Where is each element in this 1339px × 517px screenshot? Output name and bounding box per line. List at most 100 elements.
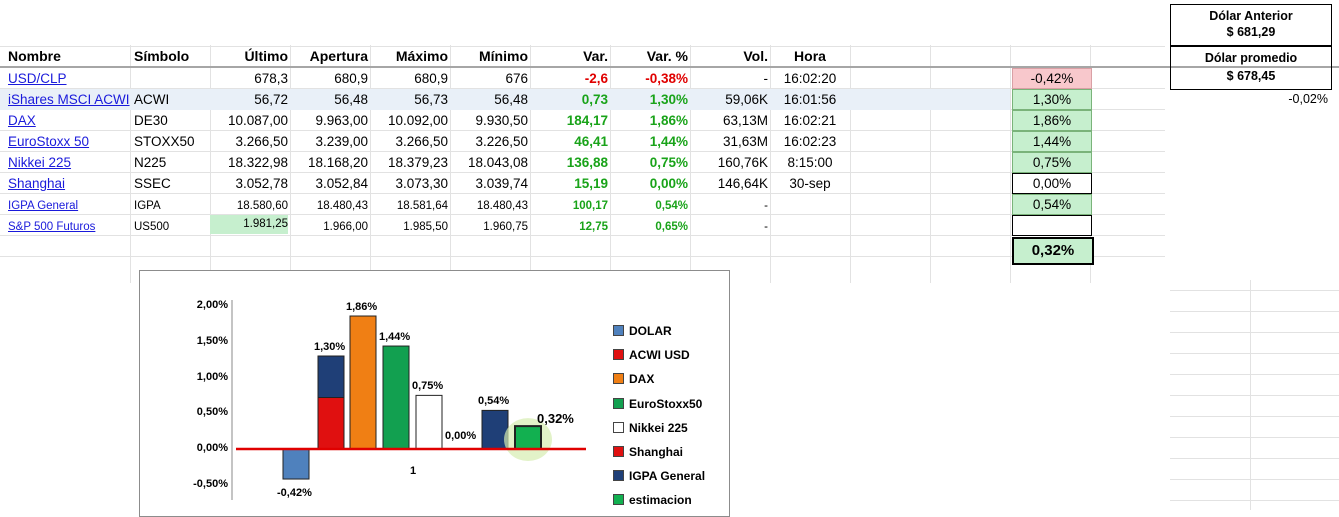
var-cell: 46,41 (574, 134, 608, 149)
minimo-cell: 56,48 (494, 92, 528, 107)
ultimo-cell: 1.981,25 (210, 215, 288, 234)
hora-cell: 16:02:20 (783, 71, 837, 86)
varpct-cell: 0,54% (655, 200, 688, 212)
maximo-cell: 18.581,64 (396, 200, 448, 212)
hora-cell: 8:15:00 (787, 155, 833, 170)
apertura-cell: 9.963,00 (315, 113, 368, 128)
instrument-link[interactable]: EuroStoxx 50 (8, 134, 90, 149)
legend-item: estimacion (613, 493, 692, 507)
grid-line (1170, 500, 1339, 501)
minimo-cell: 3.039,74 (475, 176, 528, 191)
var-cell: 15,19 (574, 176, 608, 191)
apertura-cell: 3.239,00 (315, 134, 368, 149)
grid-line (1170, 395, 1339, 396)
hora-cell: 30-sep (789, 176, 831, 191)
vol-cell: - (764, 200, 768, 212)
y-tick-label: 1,50% (196, 334, 228, 347)
y-tick-label: 2,00% (196, 299, 228, 311)
maximo-cell: 680,9 (414, 71, 448, 86)
estimate-cell[interactable]: 0,75% (1012, 152, 1092, 173)
bar-igpa-general[interactable] (481, 409, 509, 450)
legend-item: Nikkei 225 (613, 421, 688, 435)
estimate-cell[interactable]: 0,54% (1012, 194, 1092, 215)
apertura-cell: 3.052,84 (315, 176, 368, 191)
grid-line (1170, 416, 1339, 417)
legend-label: Nikkei 225 (629, 420, 688, 435)
estimate-cell[interactable]: 1,44% (1012, 131, 1092, 152)
legend-item: ACWI USD (613, 348, 690, 362)
vol-cell: 146,64K (717, 176, 768, 191)
grid-line (450, 45, 451, 283)
table-row: Shanghai SSEC 3.052,78 3.052,84 3.073,30 3.03… (0, 173, 1165, 194)
instrument-link[interactable]: Nikkei 225 (8, 155, 72, 170)
ultimo-cell: 10.087,00 (227, 113, 288, 128)
symbol-cell: IGPA (134, 200, 161, 212)
legend-swatch (613, 470, 624, 482)
minimo-cell: 1.960,75 (483, 221, 528, 233)
estimate-total[interactable]: 0,32% (1012, 237, 1094, 265)
estimate-cell[interactable]: 1,86% (1012, 110, 1092, 131)
grid-line (1170, 311, 1339, 312)
grid-line (690, 45, 691, 283)
legend-swatch (613, 325, 624, 336)
legend-item: Shanghai (613, 445, 683, 459)
vol-cell: 31,63M (722, 134, 768, 149)
legend-swatch (613, 349, 624, 361)
bar-dax[interactable] (349, 315, 377, 450)
estimate-cell[interactable]: -0,42% (1012, 68, 1092, 89)
grid-line (1170, 458, 1339, 459)
instrument-link[interactable]: IGPA General (8, 200, 79, 212)
minimo-cell: 18.043,08 (467, 155, 528, 170)
y-tick-label: 0,50% (196, 406, 228, 419)
grid-line (1250, 280, 1251, 510)
grid-line (530, 45, 531, 283)
instrument-link[interactable]: iShares MSCI ACWI (8, 92, 130, 107)
estimate-cell[interactable]: 1,30% (1012, 89, 1092, 110)
bar-acwi-overlay (317, 355, 345, 399)
dolar-diff: -0,02% (1288, 92, 1328, 106)
legend-label: ACWI USD (629, 348, 690, 363)
legend-label: DOLAR (629, 324, 672, 338)
estimate-cell-empty[interactable] (1012, 215, 1092, 236)
legend-item: EuroStoxx50 (613, 397, 702, 411)
bar-dolar[interactable] (282, 448, 310, 480)
grid-line (1170, 437, 1339, 438)
grid-line (210, 45, 211, 283)
instrument-link[interactable]: S&P 500 Futuros (8, 221, 96, 233)
bar-nikkei-225[interactable] (415, 394, 443, 450)
var-cell: 136,88 (566, 155, 608, 170)
estimate-cell[interactable]: 0,00% (1012, 173, 1092, 194)
maximo-cell: 10.092,00 (387, 113, 448, 128)
legend-swatch (613, 421, 624, 433)
instrument-link[interactable]: Shanghai (8, 176, 66, 191)
var-cell: 100,17 (572, 200, 608, 212)
header-simbolo: Símbolo (134, 48, 190, 64)
hora-cell: 16:02:23 (783, 134, 837, 149)
grid-line (770, 45, 771, 283)
header-hora: Hora (794, 48, 826, 64)
legend-label: DAX (629, 372, 655, 387)
bar-estimacion[interactable] (514, 425, 542, 450)
grid-line (610, 45, 611, 283)
legend-swatch (613, 373, 624, 385)
table-row: DAX DE30 10.087,00 9.963,00 10.092,00 9.930,5… (0, 110, 1165, 131)
instrument-link[interactable]: DAX (8, 113, 36, 128)
apertura-cell: 1.966,00 (323, 221, 368, 233)
instrument-link[interactable]: USD/CLP (8, 71, 67, 86)
data-label: 0,75% (412, 380, 444, 393)
bar-eurostoxx50[interactable] (382, 345, 410, 450)
grid-line (1170, 290, 1339, 291)
symbol-cell: DE30 (134, 113, 168, 128)
data-label: -0,42% (277, 487, 312, 500)
grid-line (0, 130, 1165, 131)
table-row: Nikkei 225 N225 18.322,98 18.168,20 18.379,2… (0, 152, 1165, 173)
hora-cell: 16:01:56 (783, 92, 837, 107)
varpct-cell: 0,75% (649, 155, 688, 170)
x-category-label: 1 (410, 465, 417, 477)
y-tick-label: 0,00% (196, 442, 228, 454)
grid-line (130, 45, 131, 283)
var-cell: 0,73 (581, 92, 608, 107)
legend-label: IGPA General (629, 469, 706, 484)
maximo-cell: 1.985,50 (403, 221, 448, 233)
